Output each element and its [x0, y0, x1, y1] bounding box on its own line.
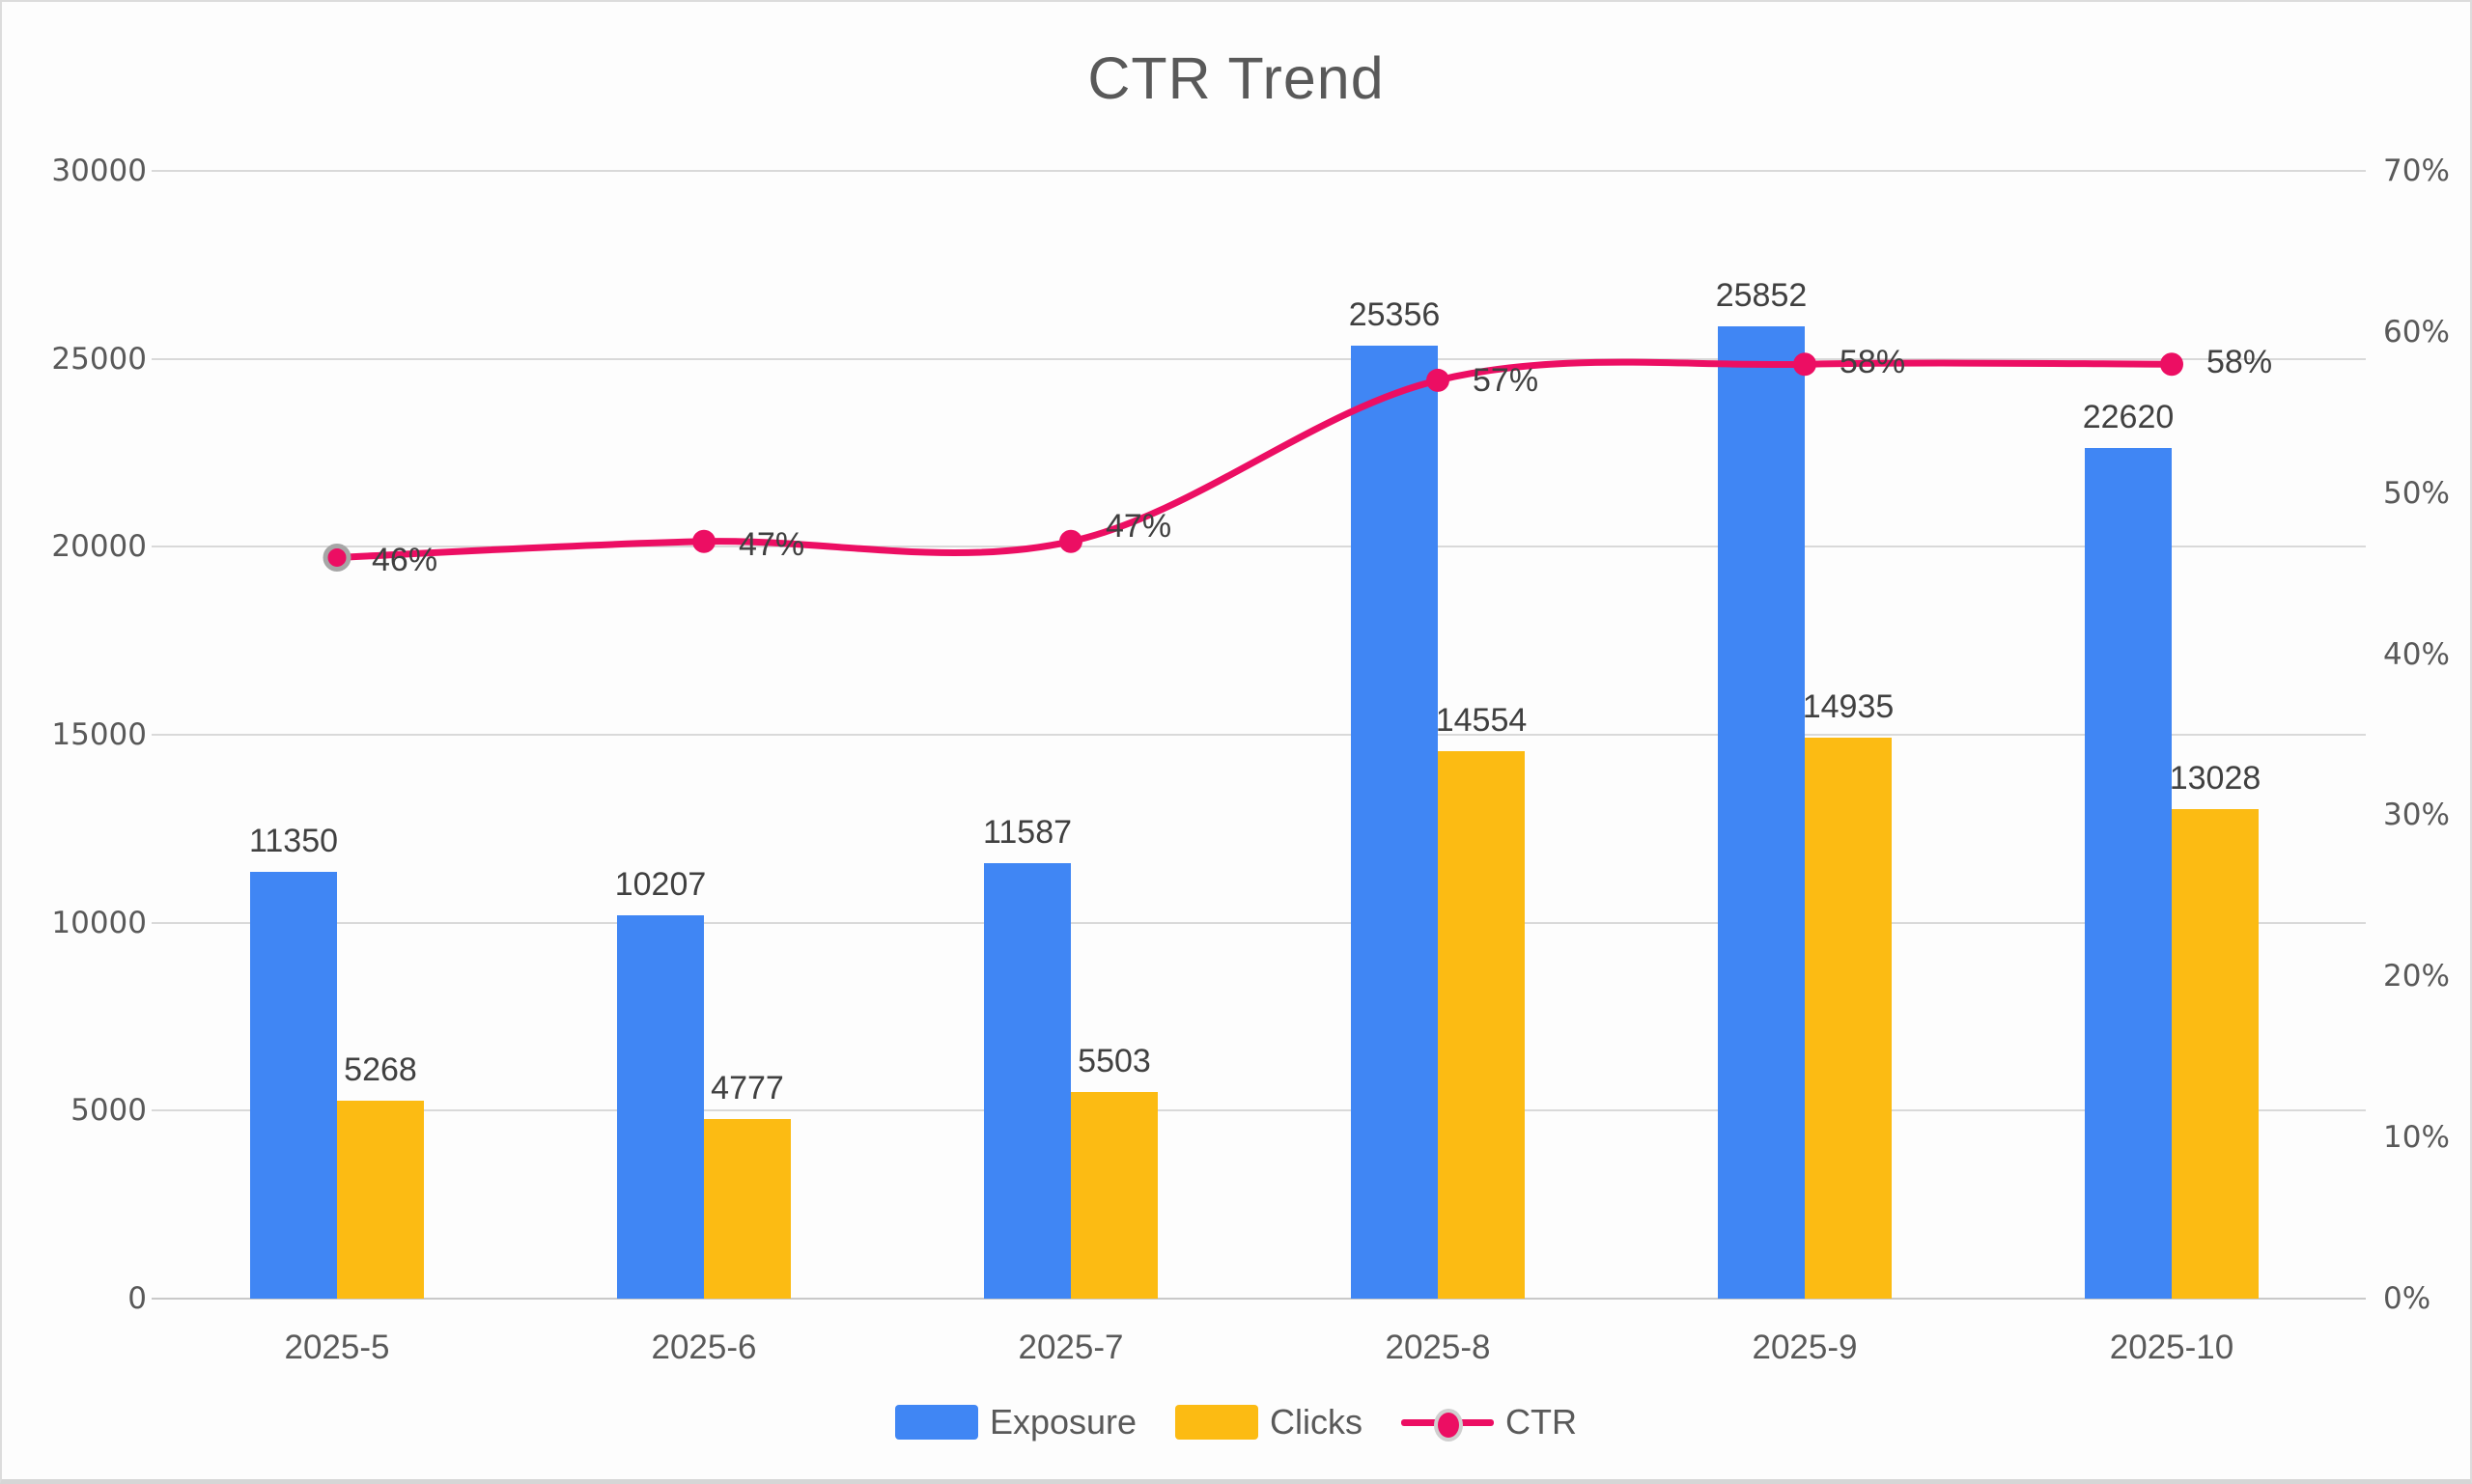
- clicks-bar-2025-8[interactable]: [1438, 751, 1525, 1299]
- y-axis-tick-label: 25000: [51, 341, 147, 377]
- ctr-point-2025-10[interactable]: [2160, 352, 2183, 377]
- right-axis-tick-label: 0%: [2383, 1281, 2431, 1316]
- chart-title: CTR Trend: [1087, 45, 1385, 111]
- clicks-bar-2025-5[interactable]: [337, 1100, 424, 1299]
- legend-label-exposure: Exposure: [989, 1402, 1138, 1442]
- exposure-value-label: 25356: [1348, 295, 1441, 333]
- right-axis-tick-label: 70%: [2383, 154, 2450, 188]
- exposure-swatch-icon: [894, 1405, 978, 1440]
- clicks-bar-2025-10[interactable]: [2172, 808, 2259, 1299]
- ctr-percent-label: 58%: [1840, 344, 1906, 381]
- clicks-bar-2025-7[interactable]: [1071, 1091, 1158, 1299]
- x-axis-label: 2025-7: [1018, 1329, 1124, 1366]
- x-axis-label: 2025-8: [1385, 1329, 1491, 1366]
- clicks-value-label: 14554: [1435, 702, 1528, 740]
- gridline: [152, 921, 2366, 924]
- ctr-point-2025-9[interactable]: [1793, 352, 1816, 377]
- exposure-value-label: 22620: [2082, 399, 2175, 436]
- clicks-bar-2025-6[interactable]: [704, 1119, 791, 1299]
- ctr-line-marker-icon: [1401, 1405, 1495, 1442]
- ctr-percent-label: 47%: [739, 525, 805, 563]
- clicks-value-label: 13028: [2169, 759, 2261, 797]
- x-axis-label: 2025-6: [651, 1329, 757, 1366]
- x-axis-label: 2025-9: [1752, 1329, 1858, 1366]
- legend: Exposure Clicks CTR: [2, 1402, 2470, 1442]
- ctr-point-2025-7[interactable]: [1059, 529, 1082, 553]
- exposure-value-label: 25852: [1715, 277, 1808, 315]
- legend-item-clicks[interactable]: Clicks: [1175, 1402, 1362, 1442]
- x-axis-label: 2025-10: [2109, 1329, 2234, 1366]
- clicks-value-label: 5268: [344, 1050, 417, 1088]
- ctr-point-2025-8[interactable]: [1426, 368, 1449, 392]
- exposure-value-label: 10207: [614, 865, 707, 903]
- right-axis-tick-label: 30%: [2383, 798, 2450, 833]
- exposure-bar-2025-8[interactable]: [1351, 345, 1438, 1299]
- ctr-point-2025-5[interactable]: [323, 543, 351, 572]
- right-axis-tick-label: 60%: [2383, 314, 2450, 350]
- y-axis-tick-label: 0: [127, 1281, 147, 1316]
- exposure-bar-2025-10[interactable]: [2085, 448, 2172, 1299]
- clicks-value-label: 14935: [1802, 687, 1895, 725]
- y-axis-tick-label: 10000: [51, 905, 147, 940]
- clicks-swatch-icon: [1175, 1405, 1259, 1440]
- right-axis-tick-label: 40%: [2383, 636, 2450, 672]
- legend-label-clicks: Clicks: [1270, 1402, 1363, 1442]
- gridline: [152, 734, 2366, 736]
- exposure-value-label: 11587: [982, 813, 1073, 851]
- y-axis-tick-label: 15000: [51, 717, 147, 752]
- legend-item-exposure[interactable]: Exposure: [894, 1402, 1138, 1442]
- exposure-bar-2025-6[interactable]: [617, 914, 704, 1299]
- y-axis-tick-label: 20000: [51, 529, 147, 565]
- x-axis-label: 2025-5: [284, 1329, 390, 1366]
- right-axis-tick-label: 20%: [2383, 959, 2450, 994]
- y-axis-tick-label: 30000: [51, 154, 147, 188]
- ctr-percent-label: 58%: [2206, 344, 2273, 381]
- exposure-bar-2025-7[interactable]: [984, 862, 1071, 1299]
- clicks-value-label: 5503: [1078, 1042, 1151, 1079]
- ctr-percent-label: 47%: [1106, 507, 1172, 545]
- gridline: [152, 357, 2366, 360]
- ctr-percent-label: 46%: [372, 542, 438, 579]
- legend-label-ctr: CTR: [1505, 1402, 1578, 1442]
- ctr-line: [333, 358, 2176, 561]
- ctr-percent-label: 57%: [1473, 361, 1539, 399]
- gridline: [152, 546, 2366, 548]
- clicks-bar-2025-9[interactable]: [1805, 737, 1892, 1299]
- right-axis-tick-label: 50%: [2383, 475, 2450, 511]
- y-axis-tick-label: 5000: [70, 1093, 147, 1129]
- clicks-value-label: 4777: [711, 1070, 784, 1106]
- gridline: [152, 1109, 2366, 1112]
- exposure-bar-2025-9[interactable]: [1718, 326, 1805, 1299]
- exposure-bar-2025-5[interactable]: [250, 872, 337, 1299]
- legend-item-ctr[interactable]: CTR: [1401, 1402, 1577, 1442]
- ctr-point-2025-6[interactable]: [692, 529, 716, 553]
- right-axis-tick-label: 10%: [2383, 1120, 2450, 1156]
- gridline: [152, 1298, 2366, 1300]
- exposure-value-label: 11350: [248, 823, 339, 860]
- gridline: [152, 170, 2366, 172]
